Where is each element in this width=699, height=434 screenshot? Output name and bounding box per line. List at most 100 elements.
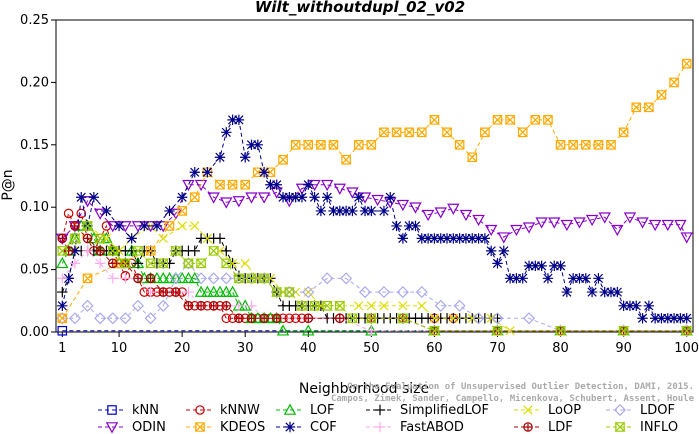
data-point-kdeos: [303, 140, 314, 150]
data-point-cof: [542, 273, 554, 284]
legend-marker-ldf: [523, 422, 533, 432]
data-point-ldof: [81, 299, 94, 312]
legend-item-knn: kNN: [98, 403, 159, 418]
x-tick-label: 30: [237, 341, 254, 356]
data-point-lof: [175, 271, 189, 284]
data-point-kdeos: [189, 192, 200, 203]
data-point-odin: [333, 183, 347, 195]
data-point-kdeos: [467, 152, 478, 163]
data-point-cof: [246, 139, 257, 150]
data-point-cof: [435, 233, 446, 244]
data-point-cof: [214, 152, 226, 163]
data-point-ldf: [107, 258, 118, 269]
data-point-cof: [76, 192, 87, 203]
x-tick-label: 40: [300, 341, 317, 356]
data-point-inflo: [157, 258, 169, 269]
data-point-kdeos: [328, 140, 339, 150]
data-point-ldof: [245, 272, 258, 285]
data-point-simplifiedlof: [221, 245, 232, 257]
data-point-inflo: [296, 300, 308, 311]
legend-label-simplifiedlof: SimplifiedLOF: [400, 403, 489, 418]
data-point-ldf: [196, 301, 206, 311]
data-point-cof: [397, 233, 409, 244]
data-point-cof: [460, 233, 472, 244]
series-odin: [56, 179, 693, 245]
data-point-ldof: [195, 272, 208, 285]
data-point-lof: [157, 271, 170, 284]
x-tick-label: 50: [363, 341, 380, 356]
data-point-inflo: [170, 246, 182, 256]
series-ldof: [56, 257, 693, 337]
legend-item-odin: ODIN: [98, 420, 166, 434]
chart-title: Wilt_withoutdupl_02_v02: [255, 0, 465, 16]
data-point-inflo: [56, 246, 68, 256]
legend: kNN kNNW LOF SimplifiedLOF LoOP LDOF ODIN KDEOS…: [98, 403, 678, 434]
y-tick-label: 0.15: [20, 138, 49, 153]
legend-marker-ldof: [613, 403, 627, 417]
data-point-cof: [504, 273, 516, 284]
data-point-ldof: [232, 272, 245, 285]
data-point-kdeos: [429, 115, 440, 125]
legend-marker-cof: [284, 421, 296, 433]
data-point-odin: [232, 196, 246, 208]
data-point-cof: [385, 192, 396, 203]
data-point-kdeos: [215, 179, 225, 190]
data-point-inflo: [208, 246, 220, 256]
legend-marker-knnw: [195, 405, 205, 415]
legend-marker-fastabod: [374, 421, 386, 433]
data-point-cof: [252, 139, 264, 150]
data-point-kdeos: [366, 140, 377, 150]
data-point-odin: [535, 217, 548, 229]
data-point-cof: [631, 300, 642, 311]
credit-line-2: Campos, Zimek, Sander, Campello, Micenko…: [331, 393, 695, 404]
data-point-ldf: [246, 313, 257, 324]
data-point-inflo: [195, 258, 207, 269]
data-point-odin: [472, 214, 485, 227]
data-point-ldf: [171, 287, 181, 297]
data-point-cof: [681, 313, 692, 324]
legend-marker-kdeos: [195, 422, 205, 432]
data-point-ldof: [434, 299, 447, 312]
data-point-cof: [479, 233, 491, 244]
data-point-cof: [63, 273, 74, 284]
data-point-kdeos: [57, 313, 68, 324]
x-tick-label: 100: [674, 341, 699, 356]
data-point-kdeos: [681, 58, 692, 69]
data-point-cof: [340, 205, 352, 217]
data-point-cof: [662, 313, 673, 324]
data-point-cof: [416, 233, 428, 244]
data-point-inflo: [119, 258, 132, 269]
data-point-cof: [57, 300, 68, 311]
data-point-kdeos: [505, 115, 515, 125]
data-point-cof: [240, 152, 251, 163]
x-tick-label: 10: [111, 341, 128, 356]
data-point-cof: [296, 192, 308, 203]
y-tick-label: 0.25: [20, 13, 49, 28]
data-point-ldf: [183, 301, 194, 311]
data-point-ldf: [221, 301, 232, 311]
data-point-inflo: [233, 273, 245, 284]
legend-item-fastabod: FastABOD: [366, 420, 464, 434]
series-kdeos: [57, 58, 692, 324]
data-point-kdeos: [417, 127, 427, 138]
data-point-inflo: [283, 287, 296, 297]
data-point-cof: [605, 286, 617, 298]
data-point-cof: [536, 260, 547, 272]
data-point-kdeos: [568, 140, 578, 150]
data-point-knn: [57, 325, 68, 336]
data-point-cof: [492, 258, 503, 269]
data-point-kdeos: [316, 140, 326, 150]
legend-item-cof: COF: [276, 420, 337, 434]
data-point-cof: [448, 233, 459, 244]
data-point-ldof: [182, 257, 195, 270]
data-point-inflo: [107, 246, 119, 256]
data-point-ldof: [321, 272, 334, 285]
data-point-inflo: [258, 273, 270, 284]
data-point-lof: [207, 285, 220, 297]
data-point-ldof: [302, 286, 315, 299]
data-point-ldof: [68, 312, 81, 325]
data-point-cof: [586, 286, 598, 298]
data-point-cof: [599, 286, 610, 298]
data-point-cof: [441, 233, 453, 244]
data-point-ldof: [157, 299, 170, 312]
